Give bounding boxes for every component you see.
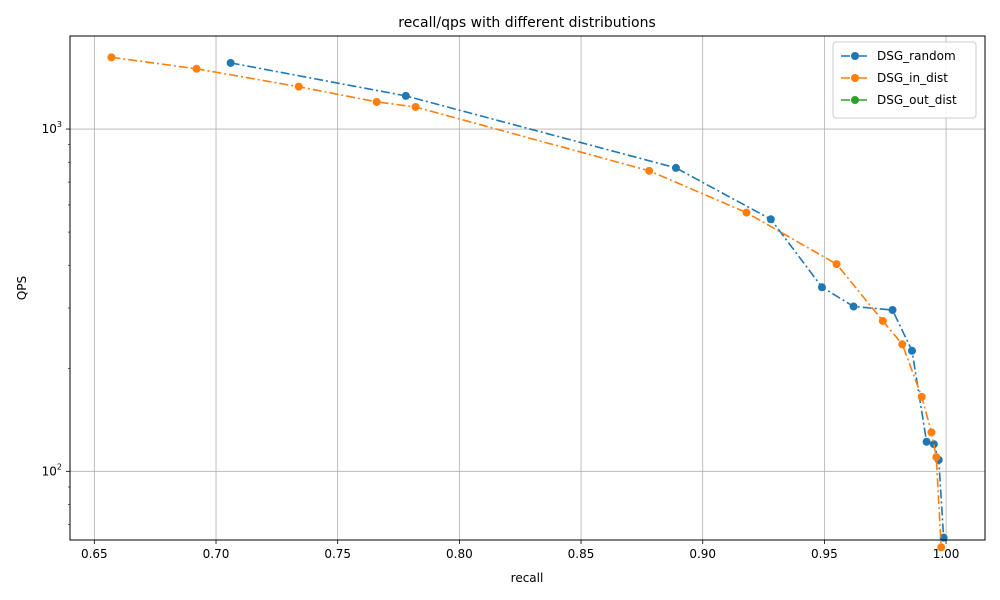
data-point <box>294 82 303 91</box>
legend-item: DSG_random <box>841 49 956 63</box>
legend-item: DSG_out_dist <box>841 93 957 107</box>
data-point <box>917 392 926 401</box>
legend-item: DSG_in_dist <box>841 71 948 85</box>
data-point <box>817 283 826 292</box>
chart-title: recall/qps with different distributions <box>398 15 656 31</box>
data-point <box>401 91 410 100</box>
y-axis: 102 103 <box>42 120 70 525</box>
plot-frame <box>69 35 986 541</box>
series-DSG_random <box>226 58 948 542</box>
data-point <box>922 437 931 446</box>
data-point <box>372 97 381 106</box>
x-axis: 0.65 0.70 0.75 0.80 0.85 0.90 0.95 1.00 <box>81 540 959 561</box>
series-line <box>111 56 942 548</box>
data-point <box>849 302 858 311</box>
data-point <box>929 440 938 449</box>
x-tick-label: 0.70 <box>203 547 230 561</box>
legend-label: DSG_out_dist <box>877 93 957 107</box>
legend-swatch-marker <box>851 96 859 104</box>
data-point <box>878 316 887 325</box>
legend-label: DSG_random <box>877 49 956 63</box>
data-point <box>937 543 946 552</box>
legend: DSG_random DSG_in_dist DSG_out_dist <box>832 41 977 119</box>
grid <box>70 36 985 540</box>
data-point <box>192 64 201 73</box>
data-point <box>766 215 775 224</box>
data-point <box>645 166 654 175</box>
x-tick-label: 1.00 <box>933 547 960 561</box>
data-point <box>671 163 680 172</box>
data-point <box>898 340 907 349</box>
y-tick-label: 103 <box>42 120 62 136</box>
legend-label: DSG_in_dist <box>877 71 948 85</box>
legend-box <box>832 41 977 119</box>
data-point <box>907 346 916 355</box>
x-tick-label: 0.90 <box>689 547 716 561</box>
legend-swatch-marker <box>851 52 859 60</box>
x-tick-label: 0.65 <box>81 547 108 561</box>
data-point <box>411 102 420 111</box>
y-tick-label: 102 <box>42 462 62 478</box>
data-point <box>927 428 936 437</box>
x-tick-label: 0.75 <box>324 547 351 561</box>
data-point <box>742 208 751 217</box>
x-axis-label: recall <box>511 571 544 585</box>
x-tick-label: 0.80 <box>446 547 473 561</box>
data-point <box>832 260 841 269</box>
x-tick-label: 0.85 <box>568 547 595 561</box>
data-point <box>226 58 235 67</box>
y-axis-label: QPS <box>15 276 29 300</box>
data-point <box>107 53 116 62</box>
data-point <box>932 453 941 462</box>
series-DSG_in_dist <box>107 53 946 552</box>
series-layer <box>107 53 948 552</box>
data-point <box>888 306 897 315</box>
legend-swatch-marker <box>851 74 859 82</box>
x-tick-label: 0.95 <box>811 547 838 561</box>
